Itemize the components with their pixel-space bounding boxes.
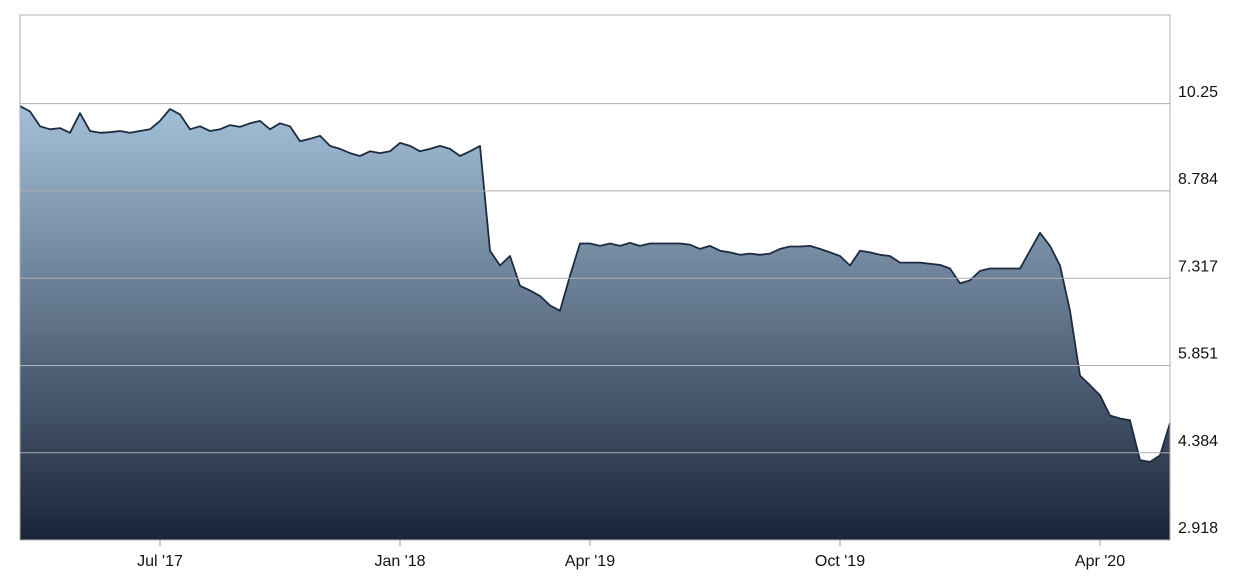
y-tick-label: 8.784 bbox=[1178, 171, 1218, 188]
y-tick-label: 4.384 bbox=[1178, 433, 1218, 450]
area bbox=[20, 106, 1170, 540]
x-tick-label: Jul '17 bbox=[137, 553, 183, 570]
y-tick-label: 10.25 bbox=[1178, 84, 1218, 101]
x-tick-label: Apr '19 bbox=[565, 553, 615, 570]
y-tick-label: 5.851 bbox=[1178, 346, 1218, 363]
x-tick-label: Apr '20 bbox=[1075, 553, 1125, 570]
line bbox=[19, 105, 1171, 463]
y-tick-label: 2.918 bbox=[1178, 520, 1218, 537]
plot-border bbox=[19, 14, 1171, 541]
x-tick-label: Oct '19 bbox=[815, 553, 865, 570]
x-tick-label: Jan '18 bbox=[374, 553, 425, 570]
y-tick-label: 7.317 bbox=[1178, 258, 1218, 275]
